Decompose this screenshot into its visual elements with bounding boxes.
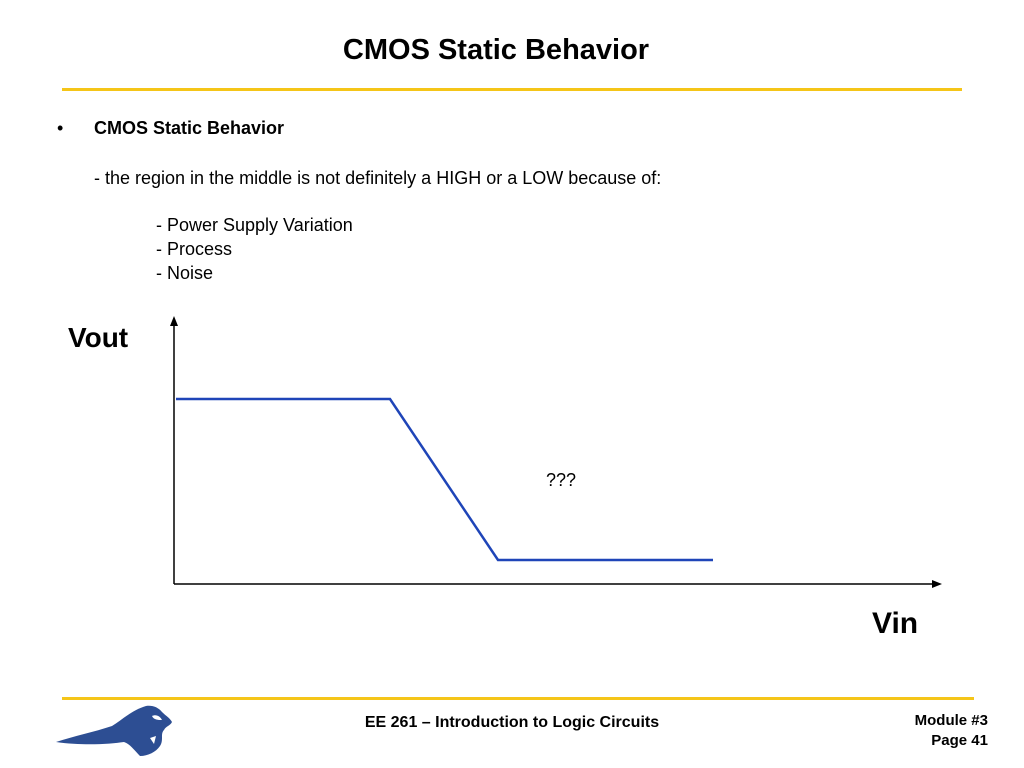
bottom-divider xyxy=(62,697,974,700)
transfer-curve xyxy=(176,397,713,562)
y-axis-arrowhead xyxy=(170,316,178,326)
page-number: Page 41 xyxy=(931,732,988,749)
module-number: Module #3 xyxy=(914,712,988,729)
description-text: - the region in the middle is not defini… xyxy=(94,168,662,188)
page-info: Module #3 Page 41 xyxy=(915,711,988,751)
x-axis-arrowhead xyxy=(932,580,942,588)
top-divider xyxy=(62,88,962,91)
sub-item-noise: - Noise xyxy=(156,263,214,283)
bullet-heading: CMOS Static Behavior xyxy=(94,118,285,138)
undefined-region-annotation: ??? xyxy=(546,470,577,490)
wildcat-logo-icon xyxy=(56,705,172,756)
y-axis-label: Vout xyxy=(68,322,129,353)
sub-item-power-supply: - Power Supply Variation xyxy=(156,215,353,235)
sub-item-process: - Process xyxy=(156,239,233,259)
slide-title: CMOS Static Behavior xyxy=(342,34,650,66)
x-axis-label: Vin xyxy=(872,607,919,640)
course-title: EE 261 – Introduction to Logic Circuits xyxy=(364,714,660,731)
bullet-symbol: • xyxy=(57,118,64,138)
